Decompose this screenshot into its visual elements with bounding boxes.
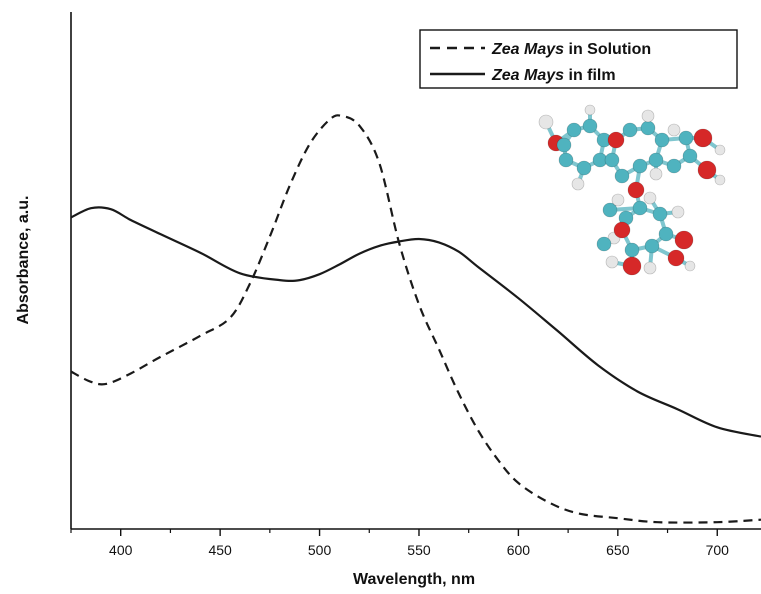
carbon-atom	[654, 132, 670, 148]
oxygen-atom	[667, 249, 685, 267]
oxygen-atom	[697, 160, 717, 180]
x-tick-label-500: 500	[308, 542, 332, 558]
hydrogen-atom	[605, 255, 619, 269]
hydrogen-atom	[714, 174, 726, 186]
x-tick-label-600: 600	[507, 542, 531, 558]
legend-label-solution-rest: in Solution	[564, 41, 651, 58]
legend: Zea Mays in Solution Zea Mays in film	[419, 29, 738, 89]
hydrogen-atom	[538, 114, 554, 130]
oxygen-atom	[613, 221, 631, 239]
hydrogen-atom	[571, 177, 585, 191]
carbon-atom	[632, 158, 648, 174]
oxygen-atom	[627, 181, 645, 199]
carbon-atom	[556, 137, 572, 153]
series-line-solution	[70, 114, 761, 524]
oxygen-atom	[607, 131, 625, 149]
hydrogen-atom	[671, 205, 685, 219]
hydrogen-atom	[643, 191, 657, 205]
hydrogen-atom	[649, 167, 663, 181]
oxygen-atom	[622, 256, 642, 276]
x-tick-label-400: 400	[109, 542, 133, 558]
x-axis-ticks: 400 450 500 550 600 650 700	[70, 529, 730, 558]
legend-label-solution: Zea Mays in Solution	[491, 41, 651, 58]
hydrogen-atom	[611, 193, 625, 207]
carbon-atom	[682, 148, 698, 164]
x-tick-label-550: 550	[407, 542, 431, 558]
carbon-atom	[622, 122, 638, 138]
legend-label-film-rest: in film	[564, 67, 616, 84]
legend-label-film: Zea Mays in film	[491, 67, 616, 84]
carbon-atom	[582, 118, 598, 134]
carbon-atom	[576, 160, 592, 176]
x-axis-title: Wavelength, nm	[353, 571, 475, 588]
y-axis-title: Absorbance, a.u.	[15, 196, 32, 325]
hydrogen-atom	[641, 109, 655, 123]
hydrogen-atom	[684, 260, 696, 272]
hydrogen-atom	[667, 123, 681, 137]
carbon-atom	[566, 122, 582, 138]
molecule-structure-icon	[538, 104, 726, 276]
carbon-atom	[604, 152, 620, 168]
carbon-atom	[644, 238, 660, 254]
legend-label-film-italic: Zea Mays	[491, 67, 564, 84]
carbon-atom	[558, 152, 574, 168]
x-tick-label-450: 450	[208, 542, 232, 558]
x-tick-label-650: 650	[606, 542, 630, 558]
legend-box	[419, 29, 738, 89]
carbon-atom	[614, 168, 630, 184]
carbon-atom	[596, 236, 612, 252]
oxygen-atom	[674, 230, 694, 250]
series-line-film	[70, 206, 761, 438]
carbon-atom	[602, 202, 618, 218]
carbon-atom	[652, 206, 668, 222]
carbon-atom	[666, 158, 682, 174]
carbon-atom	[632, 200, 648, 216]
hydrogen-atom	[714, 144, 726, 156]
carbon-atom	[648, 152, 664, 168]
x-tick-label-700: 700	[706, 542, 730, 558]
carbon-atom	[640, 120, 656, 136]
legend-label-solution-italic: Zea Mays	[491, 41, 564, 58]
carbon-atom	[624, 242, 640, 258]
series-layer	[70, 114, 761, 524]
hydrogen-atom	[643, 261, 657, 275]
carbon-atom	[678, 130, 694, 146]
carbon-atom	[658, 226, 674, 242]
oxygen-atom	[693, 128, 713, 148]
hydrogen-atom	[584, 104, 596, 116]
